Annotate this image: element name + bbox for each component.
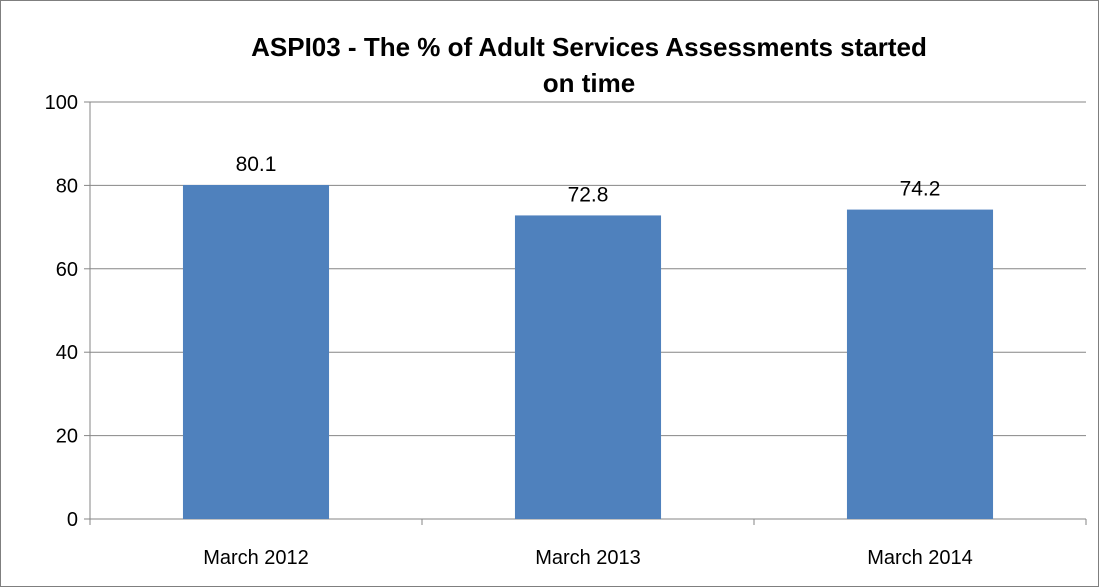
bar-3 [846, 209, 994, 519]
y-tick-label-40: 40 [56, 342, 78, 364]
bar-2 [514, 215, 662, 519]
bar-1 [182, 184, 330, 519]
data-label-2: 72.8 [568, 183, 609, 206]
x-tick-label-2: March 2013 [535, 547, 641, 569]
chart-title-line-2: on time [542, 68, 636, 98]
y-tick-label-60: 60 [56, 259, 78, 281]
data-label-3: 74.2 [900, 178, 941, 201]
y-tick-label-0: 0 [67, 509, 78, 531]
data-label-1: 80.1 [236, 153, 277, 176]
chart-title: ASPI03 - The % of Adult Services Assessm… [91, 29, 1087, 101]
chart-title-line-1: ASPI03 - The % of Adult Services Assessm… [251, 32, 927, 62]
y-tick-label-100: 100 [45, 92, 78, 114]
x-tick-label-3: March 2014 [867, 547, 973, 569]
x-tick-label-1: March 2012 [203, 547, 309, 569]
y-tick-label-20: 20 [56, 426, 78, 448]
y-tick-label-80: 80 [56, 175, 78, 197]
